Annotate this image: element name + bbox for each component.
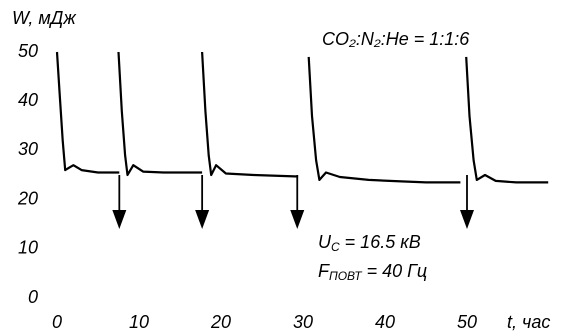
y-tick-label: 0 [28,287,38,307]
annotation-text: = 16.5 кВ [340,232,421,252]
arrow-head [460,210,474,229]
arrow [290,175,305,229]
arrow [460,175,474,229]
x-tick-label: 30 [293,312,313,332]
x-axis-label: t, час [507,312,550,332]
annotation-subscript: C [331,240,340,254]
y-tick-label: 30 [18,139,38,159]
y-tick-label: 10 [18,238,38,258]
y-tick-label: 40 [18,90,38,110]
data-line [55,51,549,184]
annotation-subscript: ПОВТ [329,269,363,283]
x-tick-label: 50 [457,312,477,332]
arrow [195,175,210,229]
annotation: FПОВТ = 40 Гц [318,261,427,283]
annotation-text: F [318,261,330,281]
x-tick-label: 20 [210,312,231,332]
annotation-text: CO₂:N₂:He = 1:1:6 [322,29,470,49]
arrow-head [112,210,127,229]
annotation: UC = 16.5 кВ [318,232,421,254]
y-tick-label: 20 [17,188,38,208]
arrow-head [290,210,305,229]
x-tick-label: 40 [375,312,395,332]
annotation: CO₂:N₂:He = 1:1:6 [322,29,470,49]
y-tick-label: 50 [18,41,38,61]
annotation-text: U [318,232,332,252]
x-tick-label: 10 [129,312,149,332]
arrow-head [195,210,210,229]
arrow [112,175,127,229]
annotation-text: = 40 Гц [362,261,428,281]
x-tick-label: 0 [52,312,62,332]
y-axis-label: W, мДж [12,8,77,28]
